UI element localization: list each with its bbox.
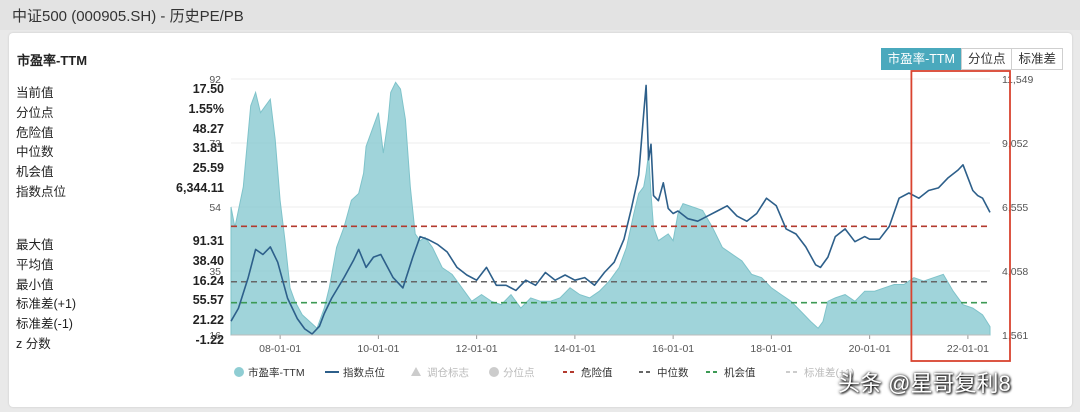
legend-label: 标准差(+1): [804, 366, 854, 379]
panel-title: 市盈率-TTM: [17, 53, 88, 68]
legend-label: 指数点位: [343, 366, 385, 379]
stat-value: 48.27: [192, 121, 224, 136]
stat-row: 最大值 91.31: [16, 234, 224, 254]
stat-value: 16.24: [192, 273, 224, 288]
stat-label: 标准差(+1): [16, 297, 77, 312]
stats-table: 当前值 17.50 分位点 1.55% 危险值 48.27 中位数 31.81 机会值 25.59…: [16, 82, 224, 201]
metric-tabs: 市盈率-TTM 分位点 标准差: [880, 48, 1063, 70]
x-tick-label: 08-01-01: [259, 343, 301, 355]
x-tick-label: 16-01-01: [652, 343, 694, 355]
page-title: 中证500 (000905.SH) - 历史PE/PB: [12, 8, 244, 25]
stat-label: 平均值: [16, 257, 54, 272]
tab-percentile[interactable]: 分位点: [960, 48, 1013, 70]
stat-value: 31.81: [192, 141, 224, 156]
stat-label: 最小值: [16, 277, 54, 292]
stat-value: 1.55%: [188, 101, 224, 116]
x-tick-label: 12-01-01: [456, 343, 498, 355]
stat-label: 机会值: [16, 165, 54, 180]
watermark-text: 头条 @星哥复利8: [838, 371, 1011, 396]
x-tick-label: 18-01-01: [750, 343, 792, 355]
legend-label: 机会值: [724, 366, 756, 379]
stat-label: 最大值: [16, 238, 54, 252]
tab-pe-ttm[interactable]: 市盈率-TTM: [880, 48, 962, 70]
window-header: 中证500 (000905.SH) - 历史PE/PB: [0, 0, 1080, 30]
stats-table-extremes: 最大值 91.31 平均值 38.40 最小值 16.24 标准差(+1) 55.57 标准差(…: [16, 234, 224, 353]
y-right-tick-label: 6,555: [1002, 202, 1028, 214]
legend-item: 市盈率-TTM: [234, 366, 305, 379]
y-left-tick-label: 92: [209, 74, 221, 86]
legend-label: 危险值: [581, 366, 613, 379]
stat-row: 标准差(+1) 55.57: [16, 293, 224, 313]
legend-item: 调仓标志: [411, 366, 469, 379]
legend-item: 机会值: [706, 366, 756, 379]
legend-label: 中位数: [657, 366, 689, 379]
pe-chart: 16 35 54 73 92 1,561 4,058 6,555 9,052 11,549 08-0…: [209, 70, 1033, 379]
y-right-tick-label: 4,058: [1002, 266, 1028, 278]
tab-std-dev[interactable]: 标准差: [1011, 48, 1063, 70]
stat-label: 指数点位: [16, 184, 67, 199]
legend-label: 市盈率-TTM: [248, 366, 305, 379]
legend-item: 标准差(+1): [786, 366, 854, 379]
y-right-tick-label: 9,052: [1002, 138, 1028, 150]
stat-row: 平均值 38.40: [16, 254, 224, 274]
stat-value: 17.50: [192, 82, 224, 96]
stat-label: 中位数: [16, 145, 54, 160]
stat-row: 危险值 48.27: [16, 122, 224, 142]
stat-value: 21.22: [192, 313, 224, 328]
stat-row: 分位点 1.55%: [16, 102, 224, 122]
stat-value: 25.59: [192, 161, 224, 176]
stat-label: 分位点: [16, 105, 54, 120]
stat-label: 当前值: [16, 86, 54, 100]
legend-item: 危险值: [563, 366, 613, 379]
x-tick-label: 20-01-01: [849, 343, 891, 355]
legend-item: 中位数: [639, 366, 689, 379]
y-left-tick-label: 16: [209, 330, 221, 342]
stat-value: -1.22: [195, 332, 225, 347]
legend-item: 分位点: [489, 366, 535, 379]
legend-label: 分位点: [503, 366, 535, 379]
legend-dot-icon: [234, 367, 244, 377]
stat-value: 38.40: [192, 253, 224, 268]
y-left-tick-label: 54: [209, 202, 221, 214]
stat-value: 91.31: [192, 234, 224, 248]
y-left-tick-label: 35: [209, 266, 221, 278]
stat-row: 中位数 31.81: [16, 141, 224, 161]
index-line: [230, 84, 991, 335]
y-right-tick-label: 1,561: [1002, 330, 1028, 342]
stat-row: 当前值 17.50: [16, 82, 224, 102]
stat-row: 最小值 16.24: [16, 274, 224, 294]
y-left-tick-label: 73: [209, 138, 221, 150]
stat-row: z 分数 -1.22: [16, 333, 224, 353]
chart-card: 市盈率-TTM 当前值 17.50 分位点 1.55% 危险值 48.27 中位数 31.81…: [9, 33, 1072, 407]
legend-item: 指数点位: [325, 366, 385, 379]
stat-label: 危险值: [16, 125, 54, 140]
pe-area: [230, 81, 991, 336]
x-tick-label: 10-01-01: [357, 343, 399, 355]
legend-triangle-icon: [411, 367, 421, 376]
stat-row: 标准差(-1) 21.22: [16, 313, 224, 333]
x-tick-label: 14-01-01: [554, 343, 596, 355]
stat-value: 6,344.11: [176, 180, 224, 195]
legend-dot-icon: [489, 367, 499, 377]
x-tick-label: 22-01-01: [947, 343, 989, 355]
stat-row: 指数点位 6,344.11: [16, 181, 224, 201]
stat-value: 55.57: [192, 293, 224, 308]
stat-label: 标准差(-1): [16, 317, 73, 332]
y-right-tick-label: 11,549: [1002, 74, 1033, 86]
highlight-box: [910, 70, 1011, 362]
stat-row: 机会值 25.59: [16, 161, 224, 181]
stat-label: z 分数: [16, 336, 51, 351]
legend-label: 调仓标志: [427, 366, 469, 379]
